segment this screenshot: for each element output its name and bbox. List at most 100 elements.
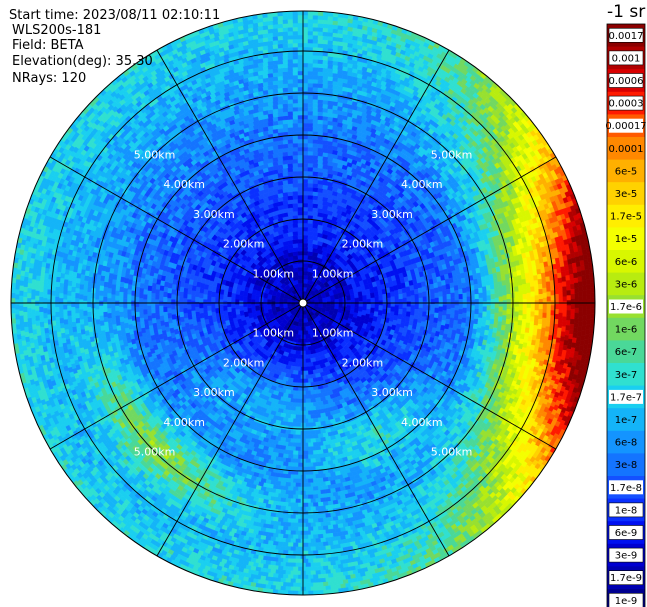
heatmap-cell bbox=[398, 304, 404, 310]
heatmap-cell bbox=[142, 308, 148, 315]
heatmap-cell bbox=[302, 122, 309, 128]
heatmap-cell bbox=[178, 306, 184, 313]
heatmap-cell bbox=[406, 296, 412, 302]
heatmap-cell bbox=[312, 454, 319, 459]
heatmap-cell bbox=[170, 293, 176, 300]
heatmap-cell bbox=[438, 291, 444, 298]
heatmap-cell bbox=[222, 305, 228, 311]
heatmap-cell bbox=[454, 295, 460, 301]
heatmap-cell bbox=[310, 458, 316, 464]
heatmap-cell bbox=[302, 170, 309, 176]
heatmap-cell bbox=[210, 306, 216, 313]
heatmap-cell bbox=[130, 295, 136, 301]
heatmap-cell bbox=[433, 287, 439, 294]
heatmap-cell bbox=[290, 397, 296, 403]
heatmap-cell bbox=[438, 296, 444, 302]
heatmap-cell bbox=[274, 301, 280, 308]
heatmap-cell bbox=[183, 287, 189, 294]
heatmap-cell bbox=[386, 302, 392, 309]
heatmap-cell bbox=[410, 310, 415, 316]
heatmap-cell bbox=[295, 406, 301, 412]
heatmap-cell bbox=[292, 222, 299, 228]
heatmap-cell bbox=[287, 187, 294, 193]
heatmap-cell bbox=[430, 288, 435, 295]
heatmap-cell bbox=[158, 290, 164, 296]
heatmap-cell bbox=[297, 214, 304, 220]
heatmap-cell bbox=[127, 313, 132, 320]
heatmap-cell bbox=[287, 151, 294, 156]
heatmap-cell bbox=[326, 301, 332, 308]
heatmap-cell bbox=[154, 293, 160, 300]
heatmap-cell bbox=[458, 299, 464, 305]
heatmap-cell bbox=[312, 441, 319, 447]
heatmap-cell bbox=[297, 138, 304, 144]
heatmap-cell bbox=[146, 290, 152, 296]
heatmap-cell bbox=[442, 305, 448, 311]
heatmap-cell bbox=[312, 462, 319, 467]
heatmap-cell bbox=[302, 218, 309, 224]
heatmap-cell bbox=[302, 354, 309, 360]
heatmap-cell bbox=[170, 304, 176, 310]
heatmap-cell bbox=[477, 317, 483, 324]
heatmap-cell bbox=[302, 178, 309, 184]
heatmap-cell bbox=[297, 198, 304, 204]
heatmap-cell bbox=[450, 297, 456, 304]
heatmap-cell bbox=[171, 313, 177, 320]
heatmap-cell bbox=[405, 311, 411, 318]
heatmap-cell bbox=[127, 288, 132, 295]
heatmap-cell bbox=[292, 462, 299, 468]
heatmap-cell bbox=[382, 304, 388, 310]
heatmap-cell bbox=[292, 394, 299, 400]
heatmap-cell bbox=[446, 293, 452, 300]
heatmap-cell bbox=[307, 194, 314, 200]
heatmap-cell bbox=[138, 297, 144, 304]
heatmap-cell bbox=[310, 422, 316, 427]
heatmap-cell bbox=[297, 238, 304, 244]
heatmap-cell bbox=[461, 282, 467, 289]
heatmap-cell bbox=[302, 254, 309, 260]
heatmap-cell bbox=[287, 441, 294, 447]
heatmap-cell bbox=[422, 311, 427, 318]
heatmap-cell bbox=[442, 295, 448, 301]
heatmap-cell bbox=[302, 202, 309, 208]
heatmap-cell bbox=[143, 283, 149, 290]
heatmap-cell bbox=[143, 313, 149, 320]
heatmap-cell bbox=[302, 370, 309, 376]
heatmap-cell bbox=[307, 450, 314, 456]
heatmap-cell bbox=[287, 163, 294, 169]
heatmap-cell bbox=[302, 150, 309, 156]
heatmap-cell bbox=[434, 302, 440, 309]
heatmap-cell bbox=[297, 162, 304, 168]
heatmap-cell bbox=[302, 190, 309, 196]
heatmap-cell bbox=[307, 454, 314, 460]
heatmap-cell bbox=[312, 171, 319, 177]
heatmap-cell bbox=[292, 226, 299, 232]
heatmap-cell bbox=[315, 457, 321, 463]
heatmap-cell bbox=[218, 298, 224, 305]
heatmap-cell bbox=[305, 422, 311, 428]
heatmap-cell bbox=[191, 290, 196, 296]
heatmap-cell bbox=[186, 298, 192, 305]
heatmap-cell bbox=[292, 434, 299, 440]
heatmap-cell bbox=[312, 179, 319, 185]
heatmap-cell bbox=[312, 139, 319, 144]
heatmap-cell bbox=[398, 293, 404, 300]
heatmap-cell bbox=[317, 461, 324, 467]
heatmap-cell bbox=[250, 303, 256, 310]
heatmap-cell bbox=[266, 298, 272, 305]
heatmap-cell bbox=[302, 126, 309, 132]
heatmap-cell bbox=[312, 155, 319, 160]
heatmap-cell bbox=[230, 297, 236, 304]
heatmap-cell bbox=[302, 410, 309, 416]
heatmap-cell bbox=[154, 298, 160, 305]
heatmap-cell bbox=[307, 162, 314, 168]
heatmap-cell bbox=[312, 163, 319, 169]
heatmap-cell bbox=[297, 146, 304, 152]
heatmap-cell bbox=[297, 242, 304, 248]
heatmap-cell bbox=[297, 266, 304, 272]
heatmap-cell bbox=[302, 418, 309, 424]
heatmap-cell bbox=[386, 297, 392, 304]
heatmap-cell bbox=[418, 307, 424, 314]
heatmap-cell bbox=[307, 166, 314, 172]
heatmap-cell bbox=[198, 302, 204, 309]
